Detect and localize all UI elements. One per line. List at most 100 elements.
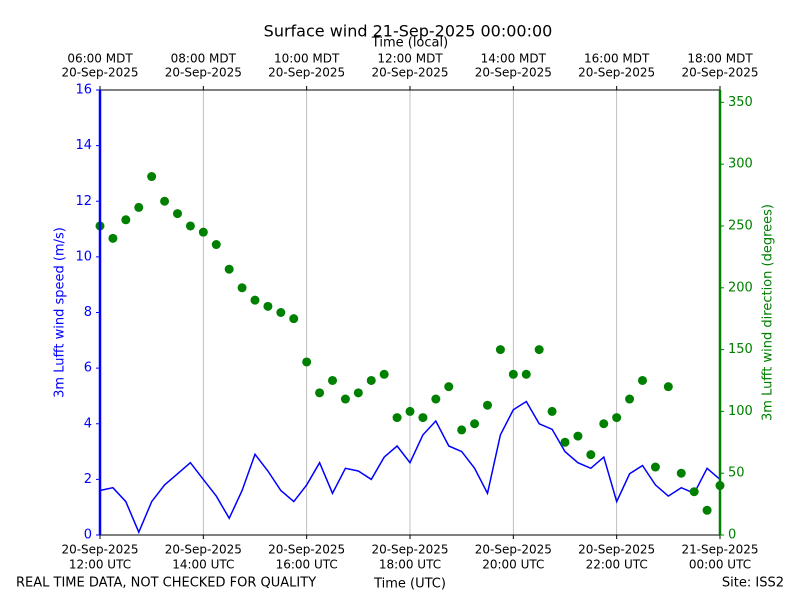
direction-point <box>689 487 699 497</box>
x-axis-title: Time (UTC) <box>373 577 446 592</box>
y-axis-title: 3m Lufft wind speed (m/s) <box>53 227 68 398</box>
direction-point <box>134 202 144 212</box>
direction-point <box>625 394 635 404</box>
y2-tick-label: 0 <box>728 528 736 543</box>
direction-point <box>560 437 570 447</box>
direction-point <box>108 233 118 243</box>
direction-point <box>302 357 312 367</box>
direction-point <box>211 240 221 250</box>
x-tick-label: 20-Sep-2025 <box>371 543 448 557</box>
direction-point <box>483 400 492 410</box>
x2-tick-label: 08:00 MDT <box>171 52 237 66</box>
direction-point <box>676 468 686 478</box>
x2-axis-title: Time (local) <box>371 36 448 51</box>
y-tick-label: 10 <box>75 249 92 264</box>
direction-point <box>547 406 557 416</box>
y-tick-label: 2 <box>84 472 92 487</box>
direction-point <box>508 369 518 379</box>
x-tick-label: 20-Sep-2025 <box>165 543 242 557</box>
direction-point <box>121 215 131 225</box>
x-tick-label: 20-Sep-2025 <box>268 543 345 557</box>
direction-point <box>418 413 428 423</box>
direction-point <box>521 369 531 379</box>
x-tick-label: 20:00 UTC <box>482 558 544 572</box>
direction-point <box>470 419 480 429</box>
x-tick-label: 20-Sep-2025 <box>578 543 655 557</box>
y2-axis-title: 3m Lufft wind direction (degrees) <box>761 204 776 421</box>
y-tick-label: 8 <box>84 305 92 320</box>
direction-point <box>586 450 596 460</box>
direction-point <box>444 382 454 392</box>
x2-tick-label: 06:00 MDT <box>67 52 133 66</box>
site-label: Site: ISS2 <box>722 576 784 591</box>
direction-point <box>650 462 660 472</box>
x2-tick-label: 18:00 MDT <box>687 52 753 66</box>
y2-tick-label: 200 <box>728 280 753 295</box>
direction-point <box>276 308 286 317</box>
y2-tick-label: 100 <box>728 404 753 419</box>
chart-title: Surface wind 21-Sep-2025 00:00:00 <box>264 22 553 41</box>
x2-tick-label: 12:00 MDT <box>377 52 443 66</box>
direction-point <box>289 314 299 324</box>
x-tick-label: 18:00 UTC <box>379 558 441 572</box>
direction-point <box>237 283 247 293</box>
x2-tick-label: 20-Sep-2025 <box>681 66 758 80</box>
direction-point <box>340 394 350 404</box>
direction-point <box>457 425 467 435</box>
direction-point <box>573 431 583 441</box>
y-tick-label: 0 <box>84 528 92 543</box>
y-tick-label: 14 <box>75 138 92 153</box>
x-tick-label: 20-Sep-2025 <box>61 543 138 557</box>
direction-point <box>224 264 234 274</box>
direction-point <box>379 369 389 379</box>
direction-point <box>366 375 376 385</box>
y-tick-label: 12 <box>75 194 92 209</box>
x-tick-label: 20-Sep-2025 <box>475 543 552 557</box>
x2-tick-label: 20-Sep-2025 <box>475 66 552 80</box>
direction-point <box>599 419 609 429</box>
x-tick-label: 22:00 UTC <box>586 558 648 572</box>
direction-point <box>353 388 363 398</box>
direction-point <box>405 406 415 416</box>
direction-point <box>431 394 441 404</box>
direction-point <box>147 172 157 182</box>
y2-tick-label: 300 <box>728 157 753 172</box>
direction-point <box>160 196 170 206</box>
speed-line <box>99 400 721 535</box>
direction-point <box>328 375 337 385</box>
footer-note: REAL TIME DATA, NOT CHECKED FOR QUALITY <box>16 576 316 591</box>
direction-point <box>315 388 325 398</box>
direction-point <box>663 382 673 392</box>
y2-tick-label: 250 <box>728 218 753 233</box>
direction-point <box>612 413 622 423</box>
y2-tick-label: 150 <box>728 342 753 357</box>
x-tick-label: 00:00 UTC <box>689 558 751 572</box>
direction-point <box>263 301 273 311</box>
x-tick-label: 16:00 UTC <box>276 558 338 572</box>
x2-tick-label: 16:00 MDT <box>584 52 650 66</box>
x2-tick-label: 20-Sep-2025 <box>268 66 345 80</box>
direction-point <box>495 345 505 355</box>
x-tick-label: 14:00 UTC <box>172 558 234 572</box>
x2-tick-label: 20-Sep-2025 <box>371 66 448 80</box>
y2-tick-label: 350 <box>728 95 753 110</box>
direction-point <box>198 227 208 237</box>
direction-point <box>392 413 402 423</box>
x-tick-label: 12:00 UTC <box>69 558 131 572</box>
x-tick-label: 21-Sep-2025 <box>681 543 758 557</box>
y2-tick-label: 50 <box>728 466 745 481</box>
y-tick-label: 4 <box>84 416 92 431</box>
direction-point <box>185 221 195 231</box>
x2-tick-label: 14:00 MDT <box>481 52 547 66</box>
x2-tick-label: 20-Sep-2025 <box>165 66 242 80</box>
direction-point <box>173 209 182 219</box>
direction-point <box>702 505 712 515</box>
x2-tick-label: 10:00 MDT <box>274 52 340 66</box>
direction-point <box>250 295 260 305</box>
x2-tick-label: 20-Sep-2025 <box>61 66 138 80</box>
direction-point <box>534 345 544 355</box>
y-tick-label: 6 <box>84 361 92 376</box>
y-tick-label: 16 <box>75 83 92 98</box>
x2-tick-label: 20-Sep-2025 <box>578 66 655 80</box>
